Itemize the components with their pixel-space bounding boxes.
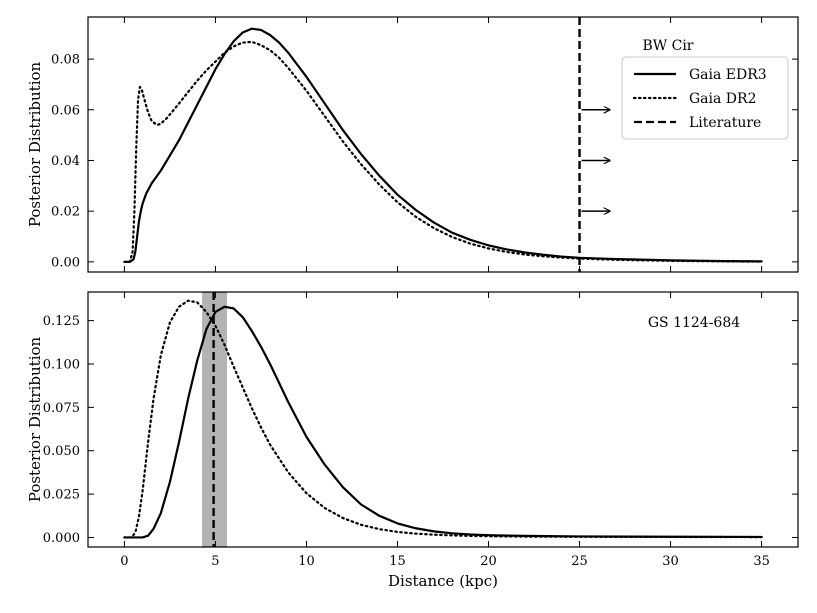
- top-plot-frame: [87, 16, 799, 273]
- bottom-series-edr3-line: [123, 305, 763, 539]
- bottom-xtick-label: 20: [480, 554, 497, 569]
- bottom-ticks-layer: 0 5 10 15 20 25 30 35 0.000 0.025 0.050 0.075 0.100 0…: [43, 292, 798, 569]
- top-ytick-label: 0.08: [51, 53, 80, 68]
- x-axis-label: Distance (kpc): [388, 572, 498, 590]
- bottom-xtick-label: 5: [211, 554, 219, 569]
- bottom-ytick-label: 0.075: [43, 401, 80, 416]
- bottom-panel-label: GS 1124-684: [648, 315, 740, 331]
- top-series-dr2-line: [123, 40, 763, 263]
- bottom-xtick-label: 35: [753, 554, 770, 569]
- bottom-series-dr2-line: [123, 299, 763, 539]
- bottom-series-layer: [123, 299, 763, 539]
- top-panel-label: BW Cir: [642, 38, 693, 54]
- top-arrow-layer: [581, 110, 611, 211]
- bottom-y-axis-label: Posterior Distribution: [26, 336, 44, 502]
- legend-box: [621, 56, 789, 140]
- bottom-ytick-label: 0.125: [43, 314, 80, 329]
- top-y-axis-label: Posterior Distribution: [26, 61, 44, 227]
- panel-bottom: 0 5 10 15 20 25 30 35 0.000 0.025 0.050 0.075 0.100 0…: [26, 291, 799, 590]
- bottom-ytick-label: 0.050: [43, 444, 80, 459]
- panel-top: 0.00 0.02 0.04 0.06 0.08 BW Cir Posterior Di…: [26, 16, 799, 273]
- top-ytick-label: 0.04: [51, 154, 80, 169]
- top-ytick-label: 0.00: [51, 255, 80, 270]
- bottom-ytick-label: 0.100: [43, 357, 80, 372]
- top-ytick-label: 0.02: [51, 205, 80, 220]
- bottom-plot-frame: [87, 291, 799, 548]
- bottom-xtick-label: 30: [662, 554, 679, 569]
- top-ytick-label: 0.06: [51, 103, 80, 118]
- bottom-xtick-label: 15: [389, 554, 406, 569]
- top-series-layer: [123, 27, 763, 263]
- bottom-xtick-label: 10: [298, 554, 315, 569]
- legend: Gaia EDR3 Gaia DR2 Literature: [621, 56, 789, 140]
- bottom-ytick-label: 0.025: [43, 488, 80, 503]
- bottom-ytick-label: 0.000: [43, 531, 80, 546]
- legend-label-dr2: Gaia DR2: [689, 91, 756, 107]
- bottom-xtick-label: 25: [571, 554, 588, 569]
- legend-label-literature: Literature: [689, 115, 761, 131]
- top-ticks-layer: 0.00 0.02 0.04 0.06 0.08: [51, 17, 798, 272]
- bottom-xtick-label: 0: [120, 554, 128, 569]
- top-series-edr3-line: [123, 27, 763, 263]
- legend-label-edr3: Gaia EDR3: [689, 67, 767, 83]
